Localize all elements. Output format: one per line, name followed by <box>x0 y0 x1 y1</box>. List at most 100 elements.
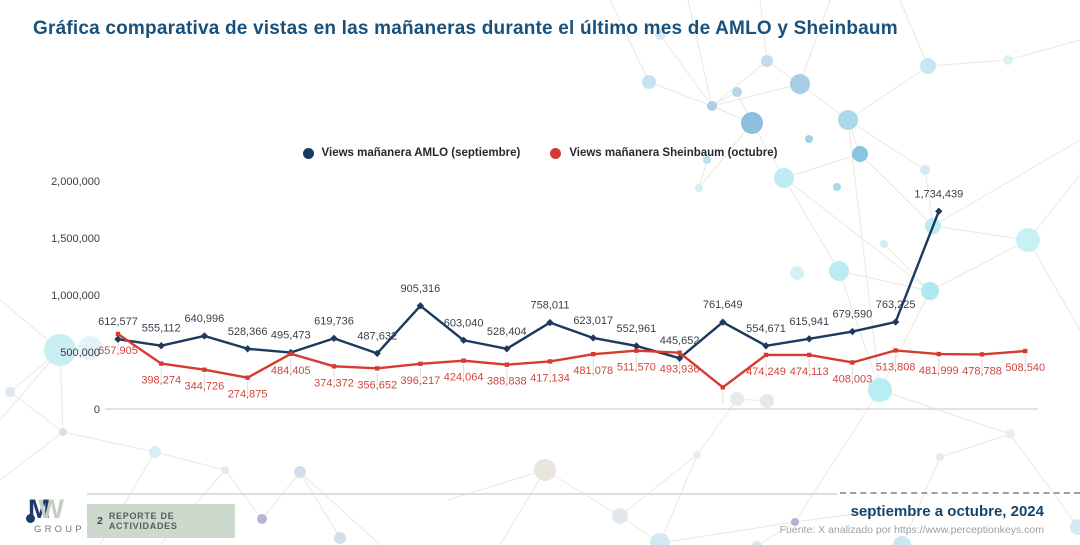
data-label: 474,249 <box>746 366 786 378</box>
report-badge: 2 REPORTE DE ACTIVIDADES <box>87 504 235 538</box>
data-label: 398,274 <box>141 375 181 387</box>
y-axis-tick-label: 1,000,000 <box>51 290 100 302</box>
data-point-marker <box>632 342 641 350</box>
data-point-marker <box>547 359 553 364</box>
data-point-marker <box>1023 348 1028 354</box>
data-label: 374,372 <box>314 377 354 389</box>
data-point-marker <box>546 318 554 327</box>
date-range-label: septiembre a octubre, 2024 <box>850 503 1044 520</box>
data-label: 763,225 <box>876 299 916 311</box>
data-label: 408,003 <box>833 373 873 385</box>
data-label: 493,936 <box>660 364 700 376</box>
data-point-marker <box>850 360 855 365</box>
logo-group-text: GROUP <box>34 524 85 535</box>
data-label: 758,011 <box>531 300 570 312</box>
data-point-marker <box>504 362 509 367</box>
data-point-marker <box>677 350 682 355</box>
data-label: 555,112 <box>142 323 181 335</box>
data-label: 657,905 <box>98 345 138 357</box>
legend-dot-sheinbaum-icon <box>550 147 562 159</box>
data-label: 478,788 <box>962 365 1002 377</box>
data-point-marker <box>935 207 943 215</box>
data-point-marker <box>805 335 813 343</box>
data-label: 513,808 <box>876 361 916 373</box>
data-point-marker <box>936 351 941 357</box>
legend-item-amlo: Views mañanera AMLO (septiembre) <box>302 147 521 159</box>
data-label: 619,736 <box>314 315 354 327</box>
mw-group-logo: MW GROUP <box>26 494 85 535</box>
data-point-marker <box>720 385 725 390</box>
data-point-marker <box>202 367 207 372</box>
data-point-marker <box>459 336 468 344</box>
data-label: 511,570 <box>617 362 656 374</box>
y-axis-tick-label: 1,500,000 <box>51 233 100 245</box>
data-label: 615,941 <box>789 316 829 328</box>
data-label: 612,577 <box>98 316 138 328</box>
data-point-marker <box>891 318 900 326</box>
data-point-marker <box>634 348 639 353</box>
legend-label-amlo: Views mañanera AMLO (septiembre) <box>321 147 521 159</box>
data-label: 424,064 <box>444 372 484 384</box>
data-label: 640,996 <box>185 313 225 325</box>
data-point-marker <box>893 348 898 353</box>
data-point-marker <box>418 361 423 367</box>
data-label: 481,078 <box>573 365 613 377</box>
data-point-marker <box>416 302 425 310</box>
data-point-marker <box>159 361 164 366</box>
data-point-marker <box>503 345 511 353</box>
data-point-marker <box>461 358 466 363</box>
data-label: 552,961 <box>617 323 657 335</box>
data-label: 396,217 <box>401 375 441 387</box>
data-label: 388,838 <box>487 376 527 388</box>
data-point-marker <box>330 334 338 343</box>
footer-divider-solid <box>87 493 837 495</box>
data-point-marker <box>375 366 380 371</box>
data-point-marker <box>288 351 293 356</box>
data-label: 484,405 <box>271 365 311 377</box>
y-axis-tick-label: 2,000,000 <box>51 176 100 188</box>
data-point-marker <box>979 352 985 357</box>
logo-dot-icon <box>26 514 35 523</box>
data-label: 474,113 <box>790 366 829 378</box>
data-point-marker <box>807 352 812 358</box>
data-label: 356,652 <box>357 379 397 391</box>
data-label: 528,366 <box>228 326 268 338</box>
data-point-marker <box>589 334 597 342</box>
data-label: 554,671 <box>746 323 786 335</box>
data-label: 1,734,439 <box>914 188 963 200</box>
data-label: 679,590 <box>833 309 873 321</box>
data-label: 445,652 <box>660 335 700 347</box>
data-label: 487,632 <box>357 330 397 342</box>
report-badge-text: REPORTE DE ACTIVIDADES <box>108 511 178 531</box>
data-label: 274,875 <box>228 389 268 401</box>
data-label: 481,999 <box>919 365 959 377</box>
report-badge-number: 2 <box>97 515 103 527</box>
data-label: 508,540 <box>1005 362 1045 374</box>
chart-legend: Views mañanera AMLO (septiembre) Views m… <box>0 147 1080 159</box>
data-label: 528,404 <box>487 326 527 338</box>
data-point-marker <box>763 352 769 358</box>
data-point-marker <box>157 342 165 350</box>
legend-item-sheinbaum: Views mañanera Sheinbaum (octubre) <box>550 147 777 159</box>
data-label: 603,040 <box>444 317 484 329</box>
data-point-marker <box>200 332 209 340</box>
data-point-marker <box>848 327 857 336</box>
logo-letter-w: W <box>38 494 64 524</box>
y-axis-tick-label: 500,000 <box>60 347 100 359</box>
data-label: 495,473 <box>271 330 311 342</box>
data-point-marker <box>245 375 250 380</box>
data-label: 344,726 <box>185 381 225 393</box>
legend-dot-amlo-icon <box>302 147 314 159</box>
data-point-marker <box>591 351 596 357</box>
data-label: 623,017 <box>573 315 613 327</box>
data-label: 905,316 <box>401 283 441 295</box>
legend-label-sheinbaum: Views mañanera Sheinbaum (octubre) <box>569 147 778 159</box>
data-point-marker <box>331 364 337 369</box>
source-attribution: Fuente: X analizado por https://www.perc… <box>779 524 1044 536</box>
data-point-marker <box>115 331 121 337</box>
y-axis-tick-label: 0 <box>94 404 100 416</box>
data-label: 761,649 <box>703 299 743 311</box>
page-title: Gráfica comparativa de vistas en las mañ… <box>33 18 898 39</box>
